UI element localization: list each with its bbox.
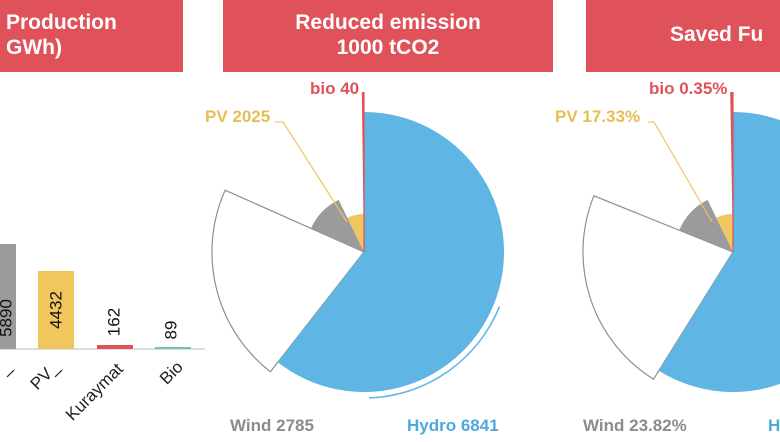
fuel-label-pv: PV 17.33% xyxy=(555,107,640,126)
bar-pv xyxy=(38,271,74,349)
bar-kuraymat xyxy=(97,345,133,349)
fuel-slice-bio xyxy=(730,91,733,253)
emission-pie-chart: bio 40 PV 2025 Wind 2785 Hydro 6841 xyxy=(205,79,505,435)
fuel-slice-grey xyxy=(679,199,733,252)
emission-label-bio: bio 40 xyxy=(310,79,359,98)
fuel-slice-wind xyxy=(582,195,734,381)
emission-slice-hydro xyxy=(277,111,505,392)
production-title-line2: GWh) xyxy=(6,36,62,59)
fuel-title-banner: Saved Fu xyxy=(586,0,780,72)
category-label-bio: Bio xyxy=(156,357,187,388)
emission-label-pv: PV 2025 xyxy=(205,107,270,126)
emission-slice-grey xyxy=(311,199,364,252)
category-label-kuraymat: Kuraymat xyxy=(62,359,127,424)
emission-title-banner: Reduced emission 1000 tCO2 xyxy=(223,0,553,72)
emission-label-wind: Wind 2785 xyxy=(230,416,314,435)
fuel-pv-leader-line xyxy=(648,121,713,223)
emission-title-line1: Reduced emission xyxy=(295,11,481,34)
emission-pv-leader-line xyxy=(275,121,348,223)
bar-grey xyxy=(0,244,16,349)
emission-slice-wind xyxy=(211,189,365,373)
emission-slice-pv xyxy=(347,214,364,252)
emission-label-hydro: Hydro 6841 xyxy=(407,416,499,435)
fuel-slice-pv xyxy=(716,214,733,252)
fuel-label-wind: Wind 23.82% xyxy=(583,416,687,435)
category-label-grey: _ xyxy=(0,357,15,378)
emission-hydro-outline xyxy=(369,306,501,399)
fuel-label-bio: bio 0.35% xyxy=(649,79,727,98)
bar-label-kuraymat: 162 xyxy=(104,308,123,336)
bar-label-bio: 89 xyxy=(161,321,180,340)
fuel-pie-chart: bio 0.35% PV 17.33% Wind 23.82% H xyxy=(555,79,780,435)
production-bar-chart: 5890 4432 162 89 _ PV_ Kuraymat Bio xyxy=(0,244,205,424)
bar-bio xyxy=(155,347,191,349)
bar-label-grey: 5890 xyxy=(0,299,15,337)
emission-title-line2: 1000 tCO2 xyxy=(336,36,440,59)
bar-label-pv: 4432 xyxy=(46,291,65,329)
fuel-slice-hydro xyxy=(658,112,780,392)
fuel-label-hydro: H xyxy=(768,416,780,435)
fuel-title-line1: Saved Fu xyxy=(670,23,764,46)
category-label-pv: PV_ xyxy=(27,357,64,394)
production-title-line1: Production xyxy=(6,11,117,34)
production-title-banner: Production GWh) xyxy=(0,0,183,72)
